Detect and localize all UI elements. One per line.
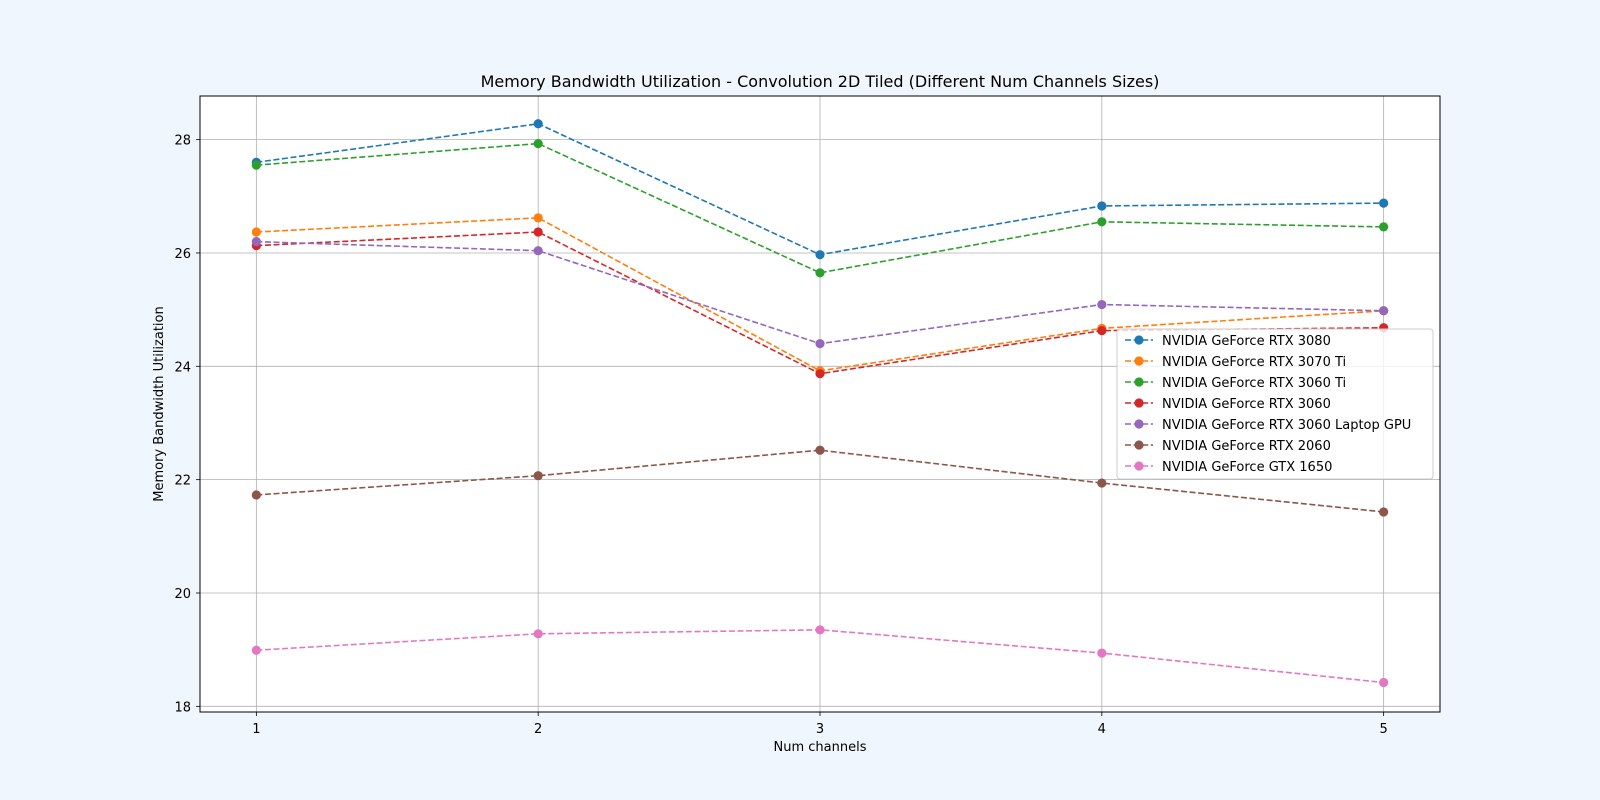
data-point [251, 160, 261, 170]
legend-marker [1134, 440, 1144, 450]
legend-label: NVIDIA GeForce RTX 3060 Laptop GPU [1162, 418, 1411, 433]
legend-label: NVIDIA GeForce GTX 1650 [1162, 460, 1332, 475]
data-point [815, 250, 825, 260]
series-2 [251, 139, 1389, 278]
data-point [815, 268, 825, 278]
data-point [533, 227, 543, 237]
data-point [815, 445, 825, 455]
data-point [815, 369, 825, 379]
series-4 [251, 237, 1389, 349]
x-axis-label: Num channels [774, 740, 867, 755]
data-point [1379, 306, 1389, 316]
data-point [1379, 677, 1389, 688]
data-point [533, 119, 543, 129]
legend-label: NVIDIA GeForce RTX 2060 [1162, 439, 1331, 454]
data-point [1097, 299, 1107, 310]
chart-title: Memory Bandwidth Utilization - Convoluti… [481, 72, 1160, 91]
y-tick-label: 26 [174, 247, 191, 262]
legend: NVIDIA GeForce RTX 3080 NVIDIA GeForce RT… [1116, 328, 1434, 480]
y-tick-label: 24 [174, 360, 191, 375]
data-point [1379, 222, 1389, 232]
data-point [533, 629, 543, 639]
data-point [1097, 648, 1107, 658]
legend-marker [1134, 398, 1144, 408]
series-line [256, 142, 1384, 274]
legend-label: NVIDIA GeForce RTX 3060 Ti [1162, 376, 1346, 391]
data-point [533, 139, 543, 149]
legend-marker [1134, 377, 1144, 387]
data-point [1097, 201, 1107, 211]
data-point [533, 213, 543, 223]
series-5 [251, 445, 1389, 517]
data-point [815, 339, 825, 349]
data-point [1379, 507, 1389, 517]
data-point [1097, 217, 1107, 227]
x-tick-label: 1 [252, 722, 260, 737]
legend-label: NVIDIA GeForce RTX 3080 [1162, 334, 1331, 349]
legend-marker [1134, 461, 1144, 471]
x-tick-label: 5 [1379, 722, 1387, 737]
data-point [533, 471, 543, 481]
legend-marker [1134, 419, 1144, 429]
data-point [533, 246, 543, 256]
legend-label: NVIDIA GeForce RTX 3060 [1162, 397, 1331, 412]
data-point [1097, 326, 1107, 336]
data-point [815, 625, 825, 635]
data-point [251, 227, 261, 237]
data-point [1379, 198, 1389, 208]
data-point [251, 237, 261, 247]
axis-ticks: 1 2 3 4 5 18 20 22 24 26 28 [174, 134, 1387, 737]
x-tick-label: 4 [1098, 722, 1106, 737]
data-point [1097, 478, 1107, 488]
data-point [251, 645, 261, 655]
series-layer [251, 119, 1389, 688]
series-6 [251, 625, 1389, 688]
x-tick-label: 2 [534, 722, 542, 737]
data-point [251, 490, 261, 500]
y-tick-label: 22 [174, 474, 191, 489]
y-tick-label: 18 [174, 700, 191, 715]
legend-marker [1134, 356, 1144, 366]
y-tick-label: 28 [174, 134, 191, 149]
legend-marker [1134, 335, 1144, 345]
x-tick-label: 3 [816, 722, 824, 737]
y-axis-label: Memory Bandwidth Utilization [152, 306, 167, 501]
y-tick-label: 20 [174, 587, 191, 602]
legend-label: NVIDIA GeForce RTX 3070 Ti [1162, 355, 1346, 370]
legend-box [1116, 328, 1434, 480]
